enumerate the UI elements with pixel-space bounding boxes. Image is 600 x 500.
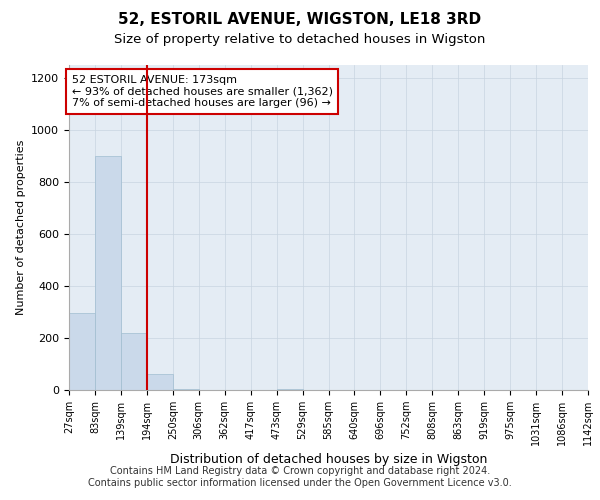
X-axis label: Distribution of detached houses by size in Wigston: Distribution of detached houses by size … xyxy=(170,454,487,466)
Bar xyxy=(95,156,121,390)
Y-axis label: Number of detached properties: Number of detached properties xyxy=(16,140,26,315)
Bar xyxy=(147,374,173,390)
Text: Contains HM Land Registry data © Crown copyright and database right 2024.
Contai: Contains HM Land Registry data © Crown c… xyxy=(88,466,512,487)
Bar xyxy=(121,333,147,390)
Text: 52, ESTORIL AVENUE, WIGSTON, LE18 3RD: 52, ESTORIL AVENUE, WIGSTON, LE18 3RD xyxy=(118,12,482,28)
Bar xyxy=(69,314,95,390)
Text: Size of property relative to detached houses in Wigston: Size of property relative to detached ho… xyxy=(115,32,485,46)
Bar xyxy=(277,388,302,390)
Text: 52 ESTORIL AVENUE: 173sqm
← 93% of detached houses are smaller (1,362)
7% of sem: 52 ESTORIL AVENUE: 173sqm ← 93% of detac… xyxy=(71,74,332,108)
Bar xyxy=(173,388,199,390)
